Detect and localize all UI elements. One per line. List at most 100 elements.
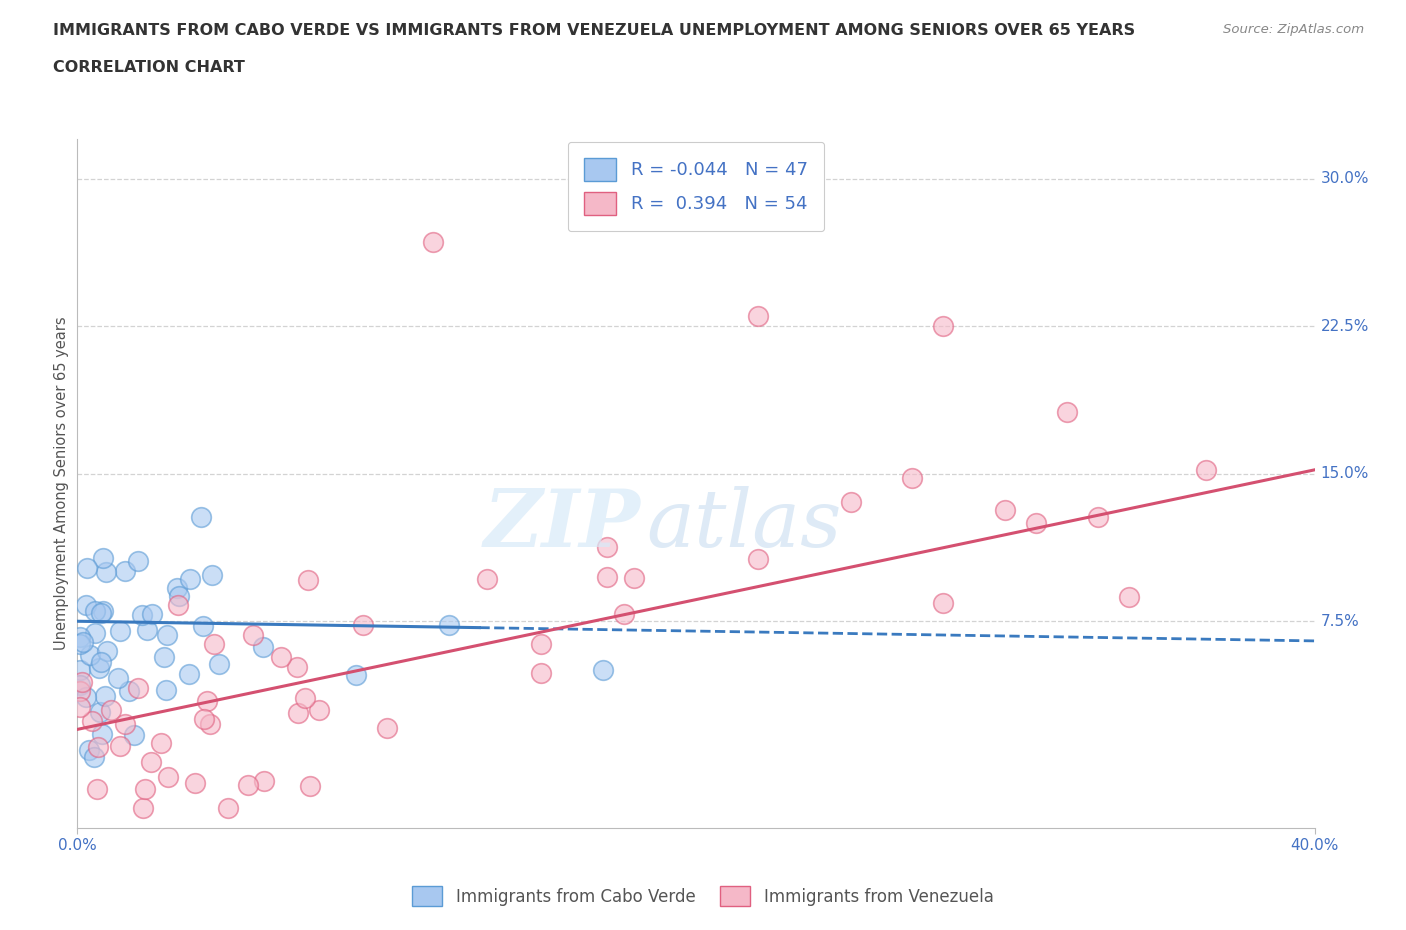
Point	[84, 626, 107, 641]
Point	[596, 539, 619, 554]
Point	[89, 705, 111, 720]
Point	[127, 681, 149, 696]
Point	[270, 650, 292, 665]
Point	[122, 727, 145, 742]
Point	[242, 628, 264, 643]
Point	[217, 801, 239, 816]
Point	[177, 667, 200, 682]
Point	[208, 657, 231, 671]
Text: 7.5%: 7.5%	[1320, 614, 1360, 629]
Point	[932, 595, 955, 610]
Point	[69, 662, 91, 677]
Point	[132, 801, 155, 816]
Point	[166, 581, 188, 596]
Point	[253, 774, 276, 789]
Point	[839, 494, 862, 509]
Point	[136, 622, 159, 637]
Point	[422, 234, 444, 249]
Point	[932, 319, 955, 334]
Point	[193, 618, 215, 633]
Point	[1056, 405, 1078, 419]
Point	[127, 553, 149, 568]
Point	[1025, 515, 1047, 530]
Point	[87, 660, 110, 675]
Point	[287, 706, 309, 721]
Point	[110, 738, 132, 753]
Point	[131, 607, 153, 622]
Text: atlas: atlas	[647, 486, 842, 564]
Point	[1195, 462, 1218, 477]
Point	[901, 471, 924, 485]
Point	[530, 666, 553, 681]
Point	[155, 683, 177, 698]
Point	[238, 777, 260, 792]
Point	[529, 636, 551, 651]
Point	[592, 663, 614, 678]
Point	[167, 598, 190, 613]
Point	[90, 655, 112, 670]
Point	[69, 699, 91, 714]
Point	[94, 565, 117, 580]
Text: 22.5%: 22.5%	[1320, 319, 1369, 334]
Point	[344, 668, 367, 683]
Point	[139, 755, 162, 770]
Point	[86, 739, 108, 754]
Point	[153, 650, 176, 665]
Point	[96, 644, 118, 658]
Text: 15.0%: 15.0%	[1320, 466, 1369, 481]
Point	[352, 618, 374, 632]
Point	[91, 726, 114, 741]
Point	[294, 690, 316, 705]
Point	[252, 640, 274, 655]
Point	[69, 684, 91, 698]
Point	[156, 769, 179, 784]
Point	[114, 716, 136, 731]
Point	[190, 510, 212, 525]
Point	[94, 689, 117, 704]
Point	[79, 647, 101, 662]
Point	[114, 564, 136, 578]
Point	[80, 713, 103, 728]
Point	[167, 589, 190, 604]
Point	[107, 671, 129, 685]
Point	[195, 694, 218, 709]
Point	[299, 779, 322, 794]
Point	[285, 659, 308, 674]
Legend: Immigrants from Cabo Verde, Immigrants from Venezuela: Immigrants from Cabo Verde, Immigrants f…	[406, 880, 1000, 912]
Y-axis label: Unemployment Among Seniors over 65 years: Unemployment Among Seniors over 65 years	[53, 317, 69, 650]
Point	[308, 702, 330, 717]
Point	[108, 624, 131, 639]
Point	[202, 636, 225, 651]
Text: Source: ZipAtlas.com: Source: ZipAtlas.com	[1223, 23, 1364, 36]
Text: CORRELATION CHART: CORRELATION CHART	[53, 60, 245, 75]
Point	[76, 561, 98, 576]
Point	[747, 309, 769, 324]
Point	[155, 628, 177, 643]
Point	[72, 634, 94, 649]
Point	[75, 598, 97, 613]
Point	[994, 503, 1017, 518]
Point	[69, 637, 91, 652]
Point	[437, 618, 460, 632]
Point	[201, 568, 224, 583]
Point	[91, 551, 114, 565]
Text: IMMIGRANTS FROM CABO VERDE VS IMMIGRANTS FROM VENEZUELA UNEMPLOYMENT AMONG SENIO: IMMIGRANTS FROM CABO VERDE VS IMMIGRANTS…	[53, 23, 1136, 38]
Point	[91, 604, 114, 618]
Point	[83, 604, 105, 618]
Point	[77, 743, 100, 758]
Point	[193, 712, 215, 727]
Text: 30.0%: 30.0%	[1320, 171, 1369, 186]
Point	[90, 605, 112, 620]
Point	[83, 750, 105, 764]
Point	[141, 606, 163, 621]
Legend: R = -0.044   N = 47, R =  0.394   N = 54: R = -0.044 N = 47, R = 0.394 N = 54	[568, 141, 824, 232]
Point	[200, 717, 222, 732]
Point	[75, 690, 97, 705]
Point	[179, 572, 201, 587]
Point	[134, 781, 156, 796]
Point	[596, 570, 619, 585]
Point	[184, 776, 207, 790]
Point	[297, 572, 319, 587]
Point	[1087, 510, 1109, 525]
Point	[375, 720, 398, 735]
